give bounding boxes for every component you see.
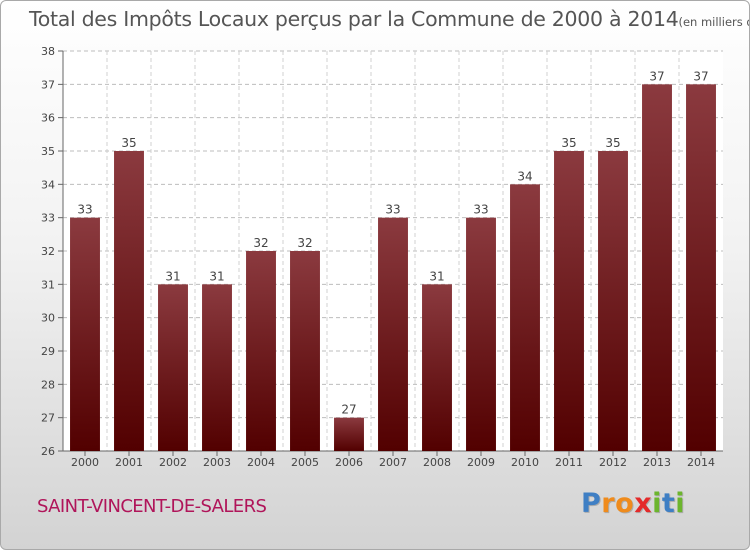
x-tick-label: 2006 <box>335 456 363 469</box>
value-label: 35 <box>561 136 576 150</box>
logo-letter: r <box>601 488 616 519</box>
bars: 33 35 31 31 32 32 27 33 31 33 34 35 35 37 37 <box>70 69 716 452</box>
value-label: 37 <box>693 69 708 83</box>
bar-2008 <box>422 284 452 451</box>
x-tick-label: 2005 <box>291 456 319 469</box>
y-tick-label: 28 <box>41 378 55 391</box>
y-tick-label: 36 <box>41 112 55 125</box>
value-label: 27 <box>341 403 356 417</box>
bar-2006 <box>334 417 364 451</box>
bar-2003 <box>202 284 232 451</box>
x-tick-label: 2002 <box>159 456 187 469</box>
axes: 26 27 28 29 30 31 32 33 34 35 36 37 38 2000 2001 2002 20… <box>41 45 723 469</box>
y-tick-label: 35 <box>41 145 55 158</box>
chart-title: Total des Impôts Locaux perçus par la Co… <box>29 7 749 31</box>
bar-2010 <box>510 184 540 452</box>
x-tick-label: 2012 <box>599 456 627 469</box>
bar-2004 <box>246 251 276 451</box>
logo-letter: P <box>581 488 602 519</box>
value-label: 35 <box>121 136 136 150</box>
value-label: 35 <box>605 136 620 150</box>
chart-title-text: Total des Impôts Locaux perçus par la Co… <box>29 7 679 31</box>
y-tick-label: 30 <box>41 312 55 325</box>
value-label: 31 <box>209 269 224 283</box>
y-tick-label: 31 <box>41 278 55 291</box>
value-label: 31 <box>429 269 444 283</box>
commune-name: SAINT-VINCENT-DE-SALERS <box>37 496 267 517</box>
x-tick-label: 2003 <box>203 456 231 469</box>
logo-letter: i <box>652 488 662 519</box>
bar-2002 <box>158 284 188 451</box>
bar-2012 <box>598 151 628 451</box>
y-tick-label: 33 <box>41 212 55 225</box>
x-tick-label: 2001 <box>115 456 143 469</box>
logo-letter: t <box>661 488 676 519</box>
x-tick-label: 2014 <box>687 456 715 469</box>
value-label: 33 <box>385 203 400 217</box>
y-tick-label: 26 <box>41 445 55 458</box>
bar-2009 <box>466 217 496 451</box>
y-tick-label: 32 <box>41 245 55 258</box>
bar-2013 <box>642 84 672 451</box>
y-tick-label: 27 <box>41 412 55 425</box>
x-tick-label: 2007 <box>379 456 407 469</box>
value-label: 33 <box>473 203 488 217</box>
x-tick-label: 2011 <box>555 456 583 469</box>
y-tick-label: 37 <box>41 78 55 91</box>
proxiti-logo[interactable]: Proxiti <box>581 488 685 519</box>
x-tick-label: 2009 <box>467 456 495 469</box>
x-tick-label: 2004 <box>247 456 275 469</box>
bar-2000 <box>70 217 100 451</box>
value-label: 31 <box>165 269 180 283</box>
x-tick-label: 2013 <box>643 456 671 469</box>
value-label: 33 <box>77 203 92 217</box>
bar-2005 <box>290 251 320 451</box>
bar-2014 <box>686 84 716 451</box>
value-label: 32 <box>253 236 268 250</box>
value-label: 32 <box>297 236 312 250</box>
bar-2011 <box>554 151 584 451</box>
chart-unit: (en milliers d'€) <box>678 15 749 29</box>
x-tick-label: 2010 <box>511 456 539 469</box>
y-tick-label: 34 <box>41 178 55 191</box>
x-tick-label: 2008 <box>423 456 451 469</box>
x-tick-label: 2000 <box>71 456 99 469</box>
value-label: 34 <box>517 169 532 183</box>
bar-2007 <box>378 217 408 451</box>
y-tick-label: 29 <box>41 345 55 358</box>
y-tick-label: 38 <box>41 45 55 58</box>
logo-letter: o <box>615 488 635 519</box>
logo-letter: i <box>675 488 686 519</box>
bar-2001 <box>114 151 144 451</box>
value-label: 37 <box>649 69 664 83</box>
logo-letter: x <box>634 488 653 519</box>
